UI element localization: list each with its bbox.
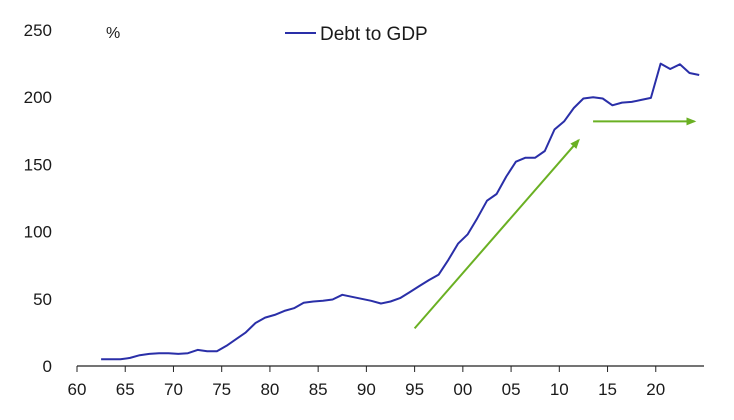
y-tick-label: 0 [43,357,52,376]
x-tick-label: 90 [357,380,376,399]
unit-label: % [106,25,120,42]
y-tick-label: 200 [24,88,52,107]
legend-label: Debt to GDP [320,24,428,45]
x-tick-label: 10 [550,380,569,399]
x-tick-label: 70 [164,380,183,399]
x-tick-label: 80 [260,380,279,399]
x-tick-label: 05 [502,380,521,399]
x-tick-label: 60 [68,380,87,399]
debt-to-gdp-line [101,62,700,361]
y-tick-label: 100 [24,223,52,242]
x-axis-ticks: 60 65 70 75 80 85 90 95 00 05 10 15 20 [68,366,665,399]
y-axis-ticks: 0 50 100 150 200 250 [24,21,52,376]
x-tick-label: 95 [405,380,424,399]
x-tick-label: 20 [646,380,665,399]
y-tick-label: 50 [33,290,52,309]
y-tick-label: 250 [24,21,52,40]
x-tick-label: 00 [453,380,472,399]
y-tick-label: 150 [24,155,52,174]
trend-arrow [413,138,580,330]
annotation-arrows [413,117,697,330]
x-tick-label: 15 [598,380,617,399]
x-tick-label: 75 [212,380,231,399]
x-tick-label: 65 [116,380,135,399]
legend: Debt to GDP [285,24,428,45]
x-tick-label: 85 [309,380,328,399]
